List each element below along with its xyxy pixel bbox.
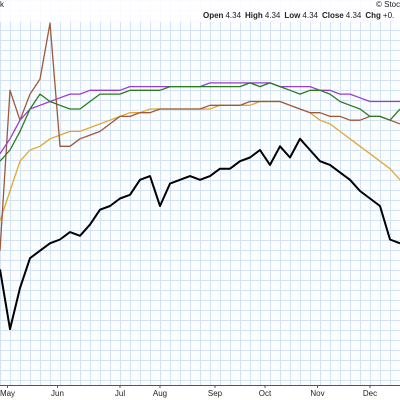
x-tick-label: Oct [259, 389, 272, 398]
field-value: +0. [383, 11, 394, 20]
source-text: © Stoc [376, 0, 400, 9]
plot-background [0, 0, 400, 386]
header-bar [0, 0, 400, 22]
x-tick-label: May [0, 389, 15, 398]
corner-text: k [0, 0, 5, 9]
series-line [0, 137, 400, 331]
field-value: 4.34 [302, 11, 318, 20]
series-line [0, 22, 400, 251]
ohlc-text: Open 4.34 High 4.34 Low 4.34 Close 4.34 Chg +0. [203, 11, 394, 20]
field-label: Chg [365, 11, 381, 20]
field-value: 4.34 [346, 11, 362, 20]
x-axis: May Jun Jul Aug Sep Oct Nov Dec [0, 385, 377, 398]
x-tick-label: Jun [51, 389, 64, 398]
field-value: 4.34 [225, 11, 241, 20]
x-tick-label: Nov [310, 389, 324, 398]
ohlc-readout: Open 4.34 High 4.34 Low 4.34 Close 4.34 Chg +0. [203, 11, 394, 20]
field-label: Open [203, 11, 224, 20]
x-tick-label: Jul [115, 389, 125, 398]
series-line [0, 100, 400, 222]
x-tick-label: Dec [363, 389, 377, 398]
series-lines [0, 22, 400, 331]
field-label: High [245, 11, 263, 20]
x-tick-label: Sep [208, 389, 223, 398]
series-line [0, 82, 400, 162]
field-value: 4.34 [265, 11, 281, 20]
field-label: Close [322, 11, 344, 20]
field-label: Low [284, 11, 301, 20]
x-tick-label: Aug [153, 389, 167, 398]
